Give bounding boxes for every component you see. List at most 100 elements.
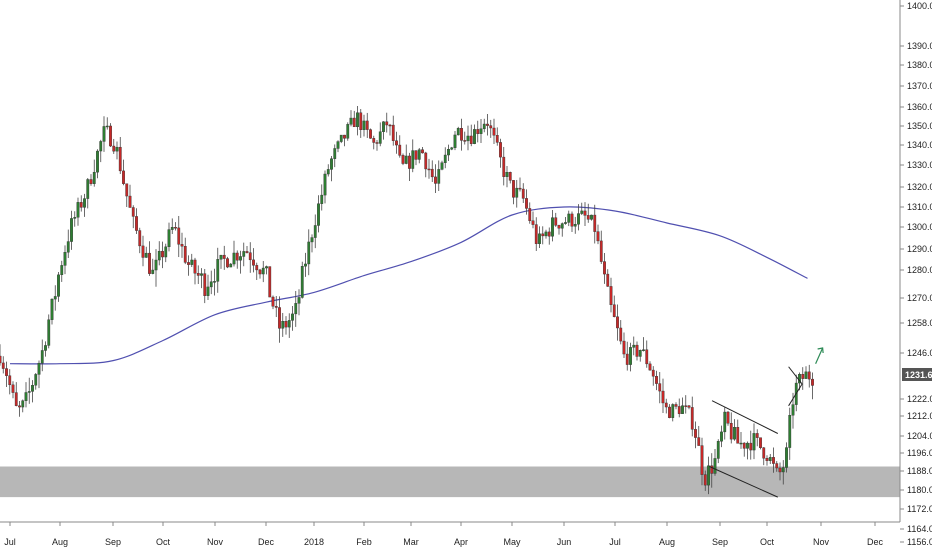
candle-body (57, 274, 60, 297)
candle-body (177, 227, 181, 245)
candle-body (154, 259, 158, 271)
candle-body (86, 179, 90, 199)
candle-body (11, 384, 15, 393)
candle-body (430, 168, 434, 178)
candle-body (138, 230, 142, 247)
y-tick-label: 1360.0 (907, 102, 932, 112)
candle-body (105, 125, 109, 128)
candle-body (729, 423, 733, 440)
candle-body (690, 407, 694, 430)
candle-body (294, 303, 298, 315)
x-tick-label: Sep (105, 537, 121, 547)
x-tick-label: Oct (760, 537, 775, 547)
x-tick-label: Nov (207, 537, 224, 547)
current-price-badge (902, 368, 932, 381)
candle-body (131, 207, 135, 217)
candle-body (216, 259, 220, 282)
candle-body (8, 375, 12, 386)
candle-body (622, 340, 626, 355)
candle-body (580, 210, 584, 214)
candle-body (518, 187, 522, 190)
candle-body (76, 202, 80, 218)
candle-body (551, 217, 554, 237)
candle-body (258, 269, 262, 275)
candle-body (27, 391, 31, 393)
candle-body (538, 233, 541, 244)
candle-body (388, 124, 392, 127)
candle-body (502, 156, 506, 177)
candle-body (421, 149, 424, 154)
x-tick-label: Nov (813, 537, 830, 547)
candle-body (161, 250, 164, 258)
candle-body (304, 263, 307, 267)
candle-body (122, 170, 125, 184)
candle-body (151, 269, 155, 274)
y-tick-label: 1270.0 (907, 293, 932, 303)
candle-body (661, 390, 665, 404)
y-tick-label: 1320.0 (907, 182, 932, 192)
y-tick-label: 1380.0 (907, 60, 932, 70)
candle-body (560, 223, 564, 229)
candle-body (629, 347, 632, 365)
candle-body (164, 246, 168, 258)
candle-body (206, 286, 210, 296)
moving-average-line (9, 206, 808, 365)
candle-body (697, 437, 701, 446)
candle-body (378, 131, 382, 144)
candle-body (50, 298, 54, 320)
x-tick-label: Jun (557, 537, 572, 547)
candle-body (424, 152, 428, 170)
x-tick-label: Aug (52, 537, 68, 547)
candle-body (632, 344, 636, 348)
candle-body (31, 385, 34, 392)
x-tick-label: Dec (258, 537, 275, 547)
y-tick-label: 1390.0 (907, 41, 932, 51)
candle-body (343, 134, 346, 139)
candle-body (713, 458, 717, 474)
candle-body (83, 198, 86, 208)
candle-body (720, 431, 723, 442)
candle-body (414, 150, 418, 160)
candle-body (180, 244, 184, 247)
candle-body (564, 222, 567, 224)
y-tick-label: 1172.0 (907, 504, 932, 514)
candle-body (671, 404, 675, 418)
candle-body (135, 216, 138, 231)
y-tick-label: 1350.0 (907, 121, 932, 131)
candle-body (443, 154, 447, 163)
candle-body (453, 134, 457, 148)
candle-body (0, 355, 2, 364)
candle-body (349, 117, 353, 125)
candle-body (651, 369, 655, 377)
candle-body (200, 273, 203, 276)
candle-body (326, 169, 330, 175)
candle-body (284, 321, 288, 328)
candle-body (47, 319, 51, 346)
candle-body (681, 405, 684, 414)
candle-body (427, 168, 431, 171)
candle-body (544, 231, 548, 237)
candle-body (209, 281, 213, 288)
candle-body (759, 437, 762, 448)
candle-body (369, 129, 372, 139)
candle-body (115, 146, 119, 152)
channel-upper-line (711, 400, 779, 434)
candle-body (515, 187, 519, 198)
candle-body (375, 142, 379, 144)
candle-body (677, 406, 681, 414)
candle-body (703, 474, 707, 486)
candle-body (593, 214, 597, 232)
candle-body (118, 146, 122, 172)
y-tick-label: 1340.0 (907, 140, 932, 150)
candle-body (668, 406, 671, 418)
candle-body (252, 259, 255, 266)
candle-body (70, 218, 73, 242)
candle-body (811, 378, 814, 386)
candle-body (232, 252, 236, 265)
candle-body (755, 433, 759, 438)
axes-layer (0, 0, 901, 523)
candle-body (320, 194, 324, 204)
candle-body (674, 404, 678, 407)
candle-body (404, 155, 408, 164)
